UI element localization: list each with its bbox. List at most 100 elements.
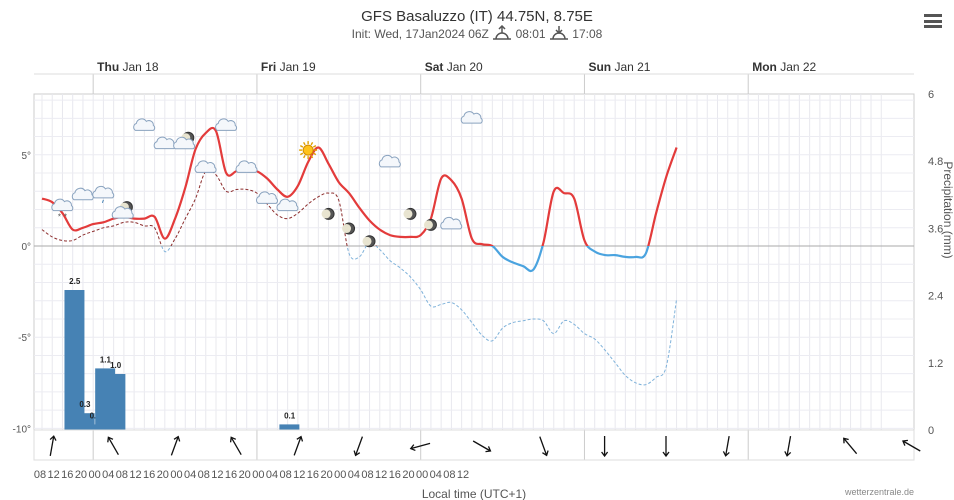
x-tick-label: 00 [416,469,428,481]
hamburger-menu-icon[interactable] [924,14,942,28]
precip-bar [84,424,105,430]
cloud-icon [133,118,156,131]
x-tick-label: 20 [157,469,169,481]
wind-arrow-icon [601,436,609,458]
x-tick-label: 20 [402,469,414,481]
day-label: Mon Jan 22 [752,60,816,74]
sunset-time: 17:08 [572,27,603,41]
chart-subtitle: Init: Wed, 17Jan2024 06Z 08:01 17:08 [0,24,954,41]
precip-bar-label: 2.5 [69,277,81,286]
wind-arrow-icon [409,442,431,452]
wind-arrow-icon [722,436,730,457]
y-right-tick-label: 3.6 [928,223,943,235]
x-tick-label: 04 [266,469,278,481]
x-tick-label: 12 [48,469,60,481]
precip-bar-label: 0.3 [79,400,91,409]
credit-text: wetterzentrale.de [844,487,914,497]
moon-icon [342,222,356,235]
x-tick-label: 12 [129,469,141,481]
x-tick-label: 04 [184,469,196,481]
day-label: Fri Jan 19 [261,60,316,74]
cloud-icon [276,198,299,212]
precip-bar-label: 1.0 [110,361,122,370]
moon-icon [362,235,376,248]
init-time: Init: Wed, 17Jan2024 06Z [351,27,489,41]
chart-title: GFS Basaluzzo (IT) 44.75N, 8.75E [361,8,593,25]
x-tick-label: 04 [102,469,114,481]
x-tick-label: 08 [443,469,455,481]
cloud-icon [153,136,176,150]
y-right-tick-label: 0 [928,425,934,437]
right-axis-title: Precipitation (mm) [941,161,954,258]
precip-bar [64,290,85,430]
x-tick-label: 12 [375,469,387,481]
day-label: Sun Jan 21 [588,60,650,74]
wind-arrow-icon [539,436,549,457]
x-tick-label: 16 [389,469,401,481]
cloud-icon [440,216,463,230]
y-left-tick-label: -10° [13,424,31,435]
sunrise-icon [493,24,512,40]
moon-icon [321,207,335,220]
precip-bar [279,424,300,430]
x-tick-label: 04 [430,469,442,481]
x-tick-label: 20 [239,469,251,481]
wind-arrow-icon [107,436,119,455]
temperature-line [41,126,678,246]
wind-strip [33,429,915,461]
day-label: Sat Jan 20 [425,60,483,74]
x-tick-label: 00 [170,469,182,481]
x-tick-label: 08 [198,469,210,481]
x-tick-label: 12 [293,469,305,481]
cloud-snow-icon: * * [51,198,74,222]
y-left-tick-label: 0° [21,242,31,253]
x-tick-label: 12 [211,469,223,481]
x-tick-label: 20 [320,469,332,481]
x-tick-label: 08 [116,469,128,481]
precip-bar-label: 1.1 [100,355,112,364]
moon-icon [423,218,437,231]
wind-arrow-icon [353,436,364,457]
sunrise-time: 08:01 [515,27,546,41]
x-tick-label: 16 [61,469,73,481]
cloud-rain-icon [92,185,115,204]
x-tick-label: 16 [307,469,319,481]
x-tick-label: 20 [75,469,87,481]
precip-bar-label: 0.1 [284,411,296,420]
x-axis-title: Local time (UTC+1) [422,487,526,500]
dewpoint-line [41,169,377,246]
cloud-icon [71,187,94,201]
y-left-tick-label: -5° [18,333,31,344]
y-left-tick-label: 5° [21,151,31,162]
x-tick-label: 00 [88,469,100,481]
x-tick-label: 12 [457,469,469,481]
x-tick-label: 16 [143,469,155,481]
wind-arrow-icon [49,435,57,456]
day-label: Thu Jan 18 [97,60,159,74]
sunset-icon [549,26,568,40]
x-tick-label: 00 [252,469,264,481]
y-right-tick-label: 6 [928,89,934,101]
wind-arrow-icon [662,436,670,458]
cloud-icon [256,191,278,204]
cloud-icon [194,160,217,173]
wind-arrow-icon [784,436,792,457]
cloud-icon [215,118,238,131]
moon-cloud-icon [111,201,134,219]
wind-arrow-icon [902,439,921,452]
sun-icon [299,141,318,160]
y-right-tick-label: 4.8 [928,156,943,168]
wind-arrow-icon [170,435,181,456]
wind-arrow-icon [843,437,858,455]
moon-cloud-icon [173,131,196,150]
x-tick-label: 04 [348,469,360,481]
wind-arrow-icon [472,440,492,453]
svg-text:*: * [64,213,67,222]
x-tick-label: 08 [361,469,373,481]
y-right-tick-label: 1.2 [928,358,943,370]
cloud-icon [378,154,401,168]
x-tick-label: 16 [225,469,237,481]
cloud-icon [460,111,483,124]
y-right-tick-label: 2.4 [928,291,943,303]
